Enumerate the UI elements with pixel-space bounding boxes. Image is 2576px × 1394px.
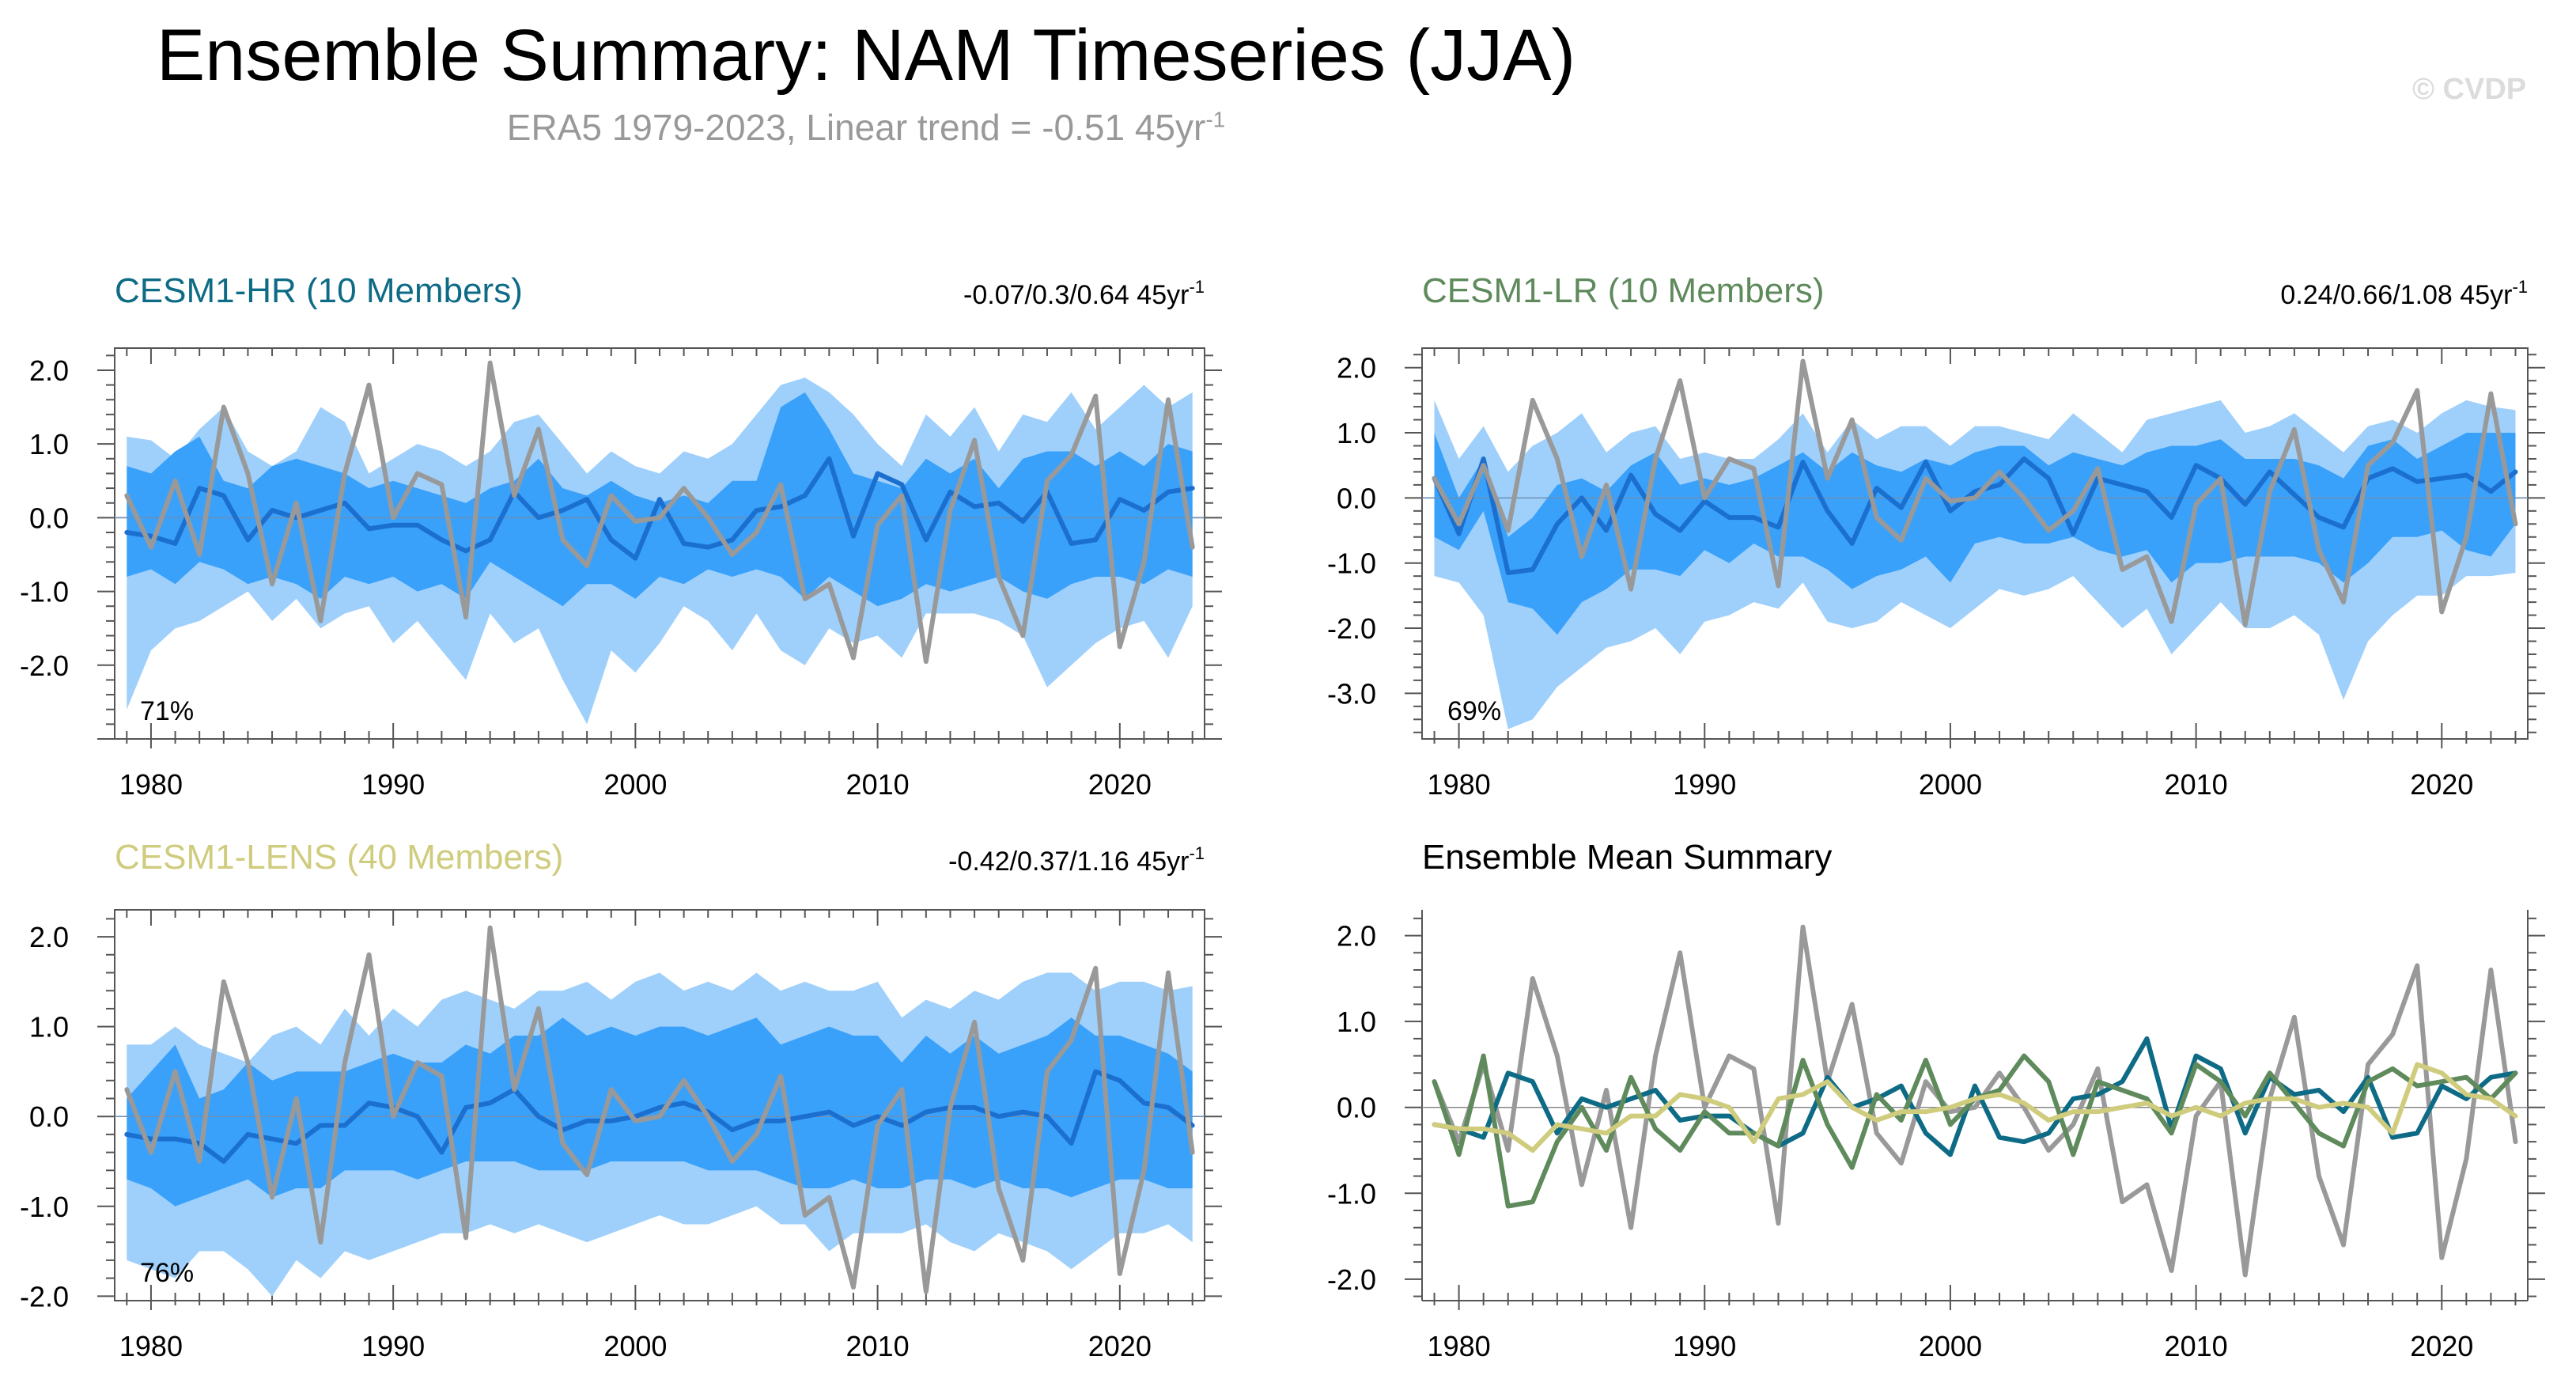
y-tick-label: 1.0 <box>1337 1006 1376 1038</box>
observed-line <box>1432 358 2518 627</box>
trend-label-sup: -1 <box>2512 277 2528 297</box>
y-tick-label: 0.0 <box>1337 482 1376 514</box>
x-tick-label: 2010 <box>2165 768 2228 801</box>
watermark: © CVDP <box>2412 73 2527 106</box>
x-tick-label: 2010 <box>2165 1330 2228 1362</box>
x-tick-label: 1990 <box>361 1330 425 1362</box>
percent-label: 69% <box>1447 696 1501 726</box>
trend-label: -0.42/0.37/1.16 45yr-1 <box>948 843 1205 877</box>
observed-line <box>124 925 1195 1294</box>
y-tick-label: -2.0 <box>1327 1263 1376 1296</box>
x-tick-label: 2000 <box>1919 1330 1982 1362</box>
x-tick-label: 1990 <box>1673 1330 1736 1362</box>
y-tick-label: -2.0 <box>20 1280 69 1313</box>
x-tick-label: 1980 <box>119 768 183 801</box>
x-tick-label: 1990 <box>361 768 425 801</box>
subtitle-superscript: -1 <box>1205 107 1226 132</box>
x-tick-label: 2000 <box>603 1330 667 1362</box>
inner-spread-band <box>1434 433 2516 635</box>
x-tick-label: 2010 <box>846 768 910 801</box>
y-tick-label: 1.0 <box>29 428 69 460</box>
percent-label: 71% <box>140 696 194 726</box>
y-tick-label: 1.0 <box>29 1011 69 1044</box>
y-tick-label: 1.0 <box>1337 417 1376 449</box>
y-tick-label: 0.0 <box>29 502 69 534</box>
y-tick-label: 2.0 <box>1337 920 1376 953</box>
figure-title: Ensemble Summary: NAM Timeseries (JJA) <box>156 15 1576 96</box>
figure-subtitle: ERA5 1979-2023, Linear trend = -0.51 45y… <box>0 106 1732 149</box>
x-tick-label: 1980 <box>119 1330 183 1362</box>
chart-lens: 76% -0.42/0.37/1.16 45yr-1 CESM1-LENS (40 … <box>20 838 1222 1362</box>
x-tick-label: 1990 <box>1673 768 1736 801</box>
y-tick-label: -1.0 <box>20 576 69 608</box>
panel-title: CESM1-LR (10 Members) <box>1422 271 1825 310</box>
x-tick-label: 2020 <box>2410 768 2473 801</box>
trend-label: -0.07/0.3/0.64 45yr-1 <box>963 277 1205 310</box>
percent-label: 76% <box>140 1258 194 1288</box>
trend-label-text: -0.42/0.37/1.16 45yr <box>948 847 1189 877</box>
inner-spread-band <box>127 392 1193 607</box>
observed-line <box>124 360 1195 665</box>
x-tick-label: 2020 <box>1088 1330 1152 1362</box>
y-tick-label: -1.0 <box>1327 547 1376 580</box>
trend-label-sup: -1 <box>1189 843 1205 863</box>
y-tick-label: -1.0 <box>1327 1177 1376 1210</box>
y-tick-label: 0.0 <box>1337 1092 1376 1124</box>
subtitle-text: ERA5 1979-2023, Linear trend = -0.51 45y… <box>506 107 1206 148</box>
x-tick-label: 1980 <box>1428 768 1491 801</box>
ensemble-mean-line <box>124 456 1195 561</box>
y-tick-label: -2.0 <box>1327 612 1376 645</box>
series-line-era5 <box>1432 924 2518 1278</box>
trend-label-sup: -1 <box>1189 277 1205 297</box>
x-tick-label: 2010 <box>846 1330 910 1362</box>
inner-spread-band <box>127 1017 1193 1206</box>
x-tick-label: 2000 <box>603 768 667 801</box>
trend-label: 0.24/0.66/1.08 45yr-1 <box>2280 277 2528 310</box>
panel-title: Ensemble Mean Summary <box>1422 838 1832 877</box>
y-tick-label: -2.0 <box>20 650 69 682</box>
chart-lr: 69% 0.24/0.66/1.08 45yr-1 CESM1-LR (10 Mem… <box>1327 271 2545 801</box>
trend-label-text: -0.07/0.3/0.64 45yr <box>963 280 1189 310</box>
panel-title: CESM1-LENS (40 Members) <box>115 838 563 877</box>
x-tick-label: 1980 <box>1428 1330 1491 1362</box>
trend-label-text: 0.24/0.66/1.08 45yr <box>2280 280 2512 310</box>
chart-hr: 71% -0.07/0.3/0.64 45yr-1 CESM1-HR (10 Mem… <box>20 271 1222 801</box>
x-tick-label: 2020 <box>2410 1330 2473 1362</box>
y-tick-label: -1.0 <box>20 1191 69 1223</box>
x-tick-label: 2020 <box>1088 768 1152 801</box>
y-tick-label: 0.0 <box>29 1100 69 1133</box>
chart-summary: Ensemble Mean Summary 2.0 1.0 0.0 -1.0 -2.0 19… <box>1327 838 2545 1362</box>
x-tick-label: 2000 <box>1919 768 1982 801</box>
y-tick-label: 2.0 <box>1337 352 1376 384</box>
y-tick-label: -3.0 <box>1327 677 1376 710</box>
panel-title: CESM1-HR (10 Members) <box>115 271 523 310</box>
series-line-cesm1-lens <box>1432 1062 2518 1153</box>
y-tick-label: 2.0 <box>29 354 69 387</box>
y-tick-label: 2.0 <box>29 921 69 953</box>
